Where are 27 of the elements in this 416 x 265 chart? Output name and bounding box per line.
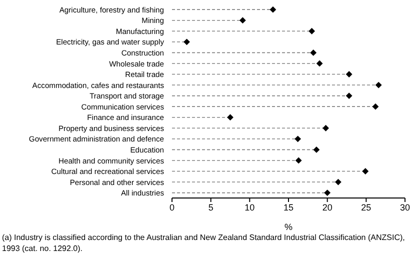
x-tick-label: 20	[322, 202, 332, 212]
point	[375, 82, 382, 88]
x-axis-title: %	[284, 222, 293, 232]
x-tick-label: 5	[208, 202, 214, 212]
point	[362, 168, 369, 174]
point	[294, 136, 302, 142]
point	[239, 17, 246, 24]
point	[295, 157, 302, 164]
x-tick-label: 30	[400, 202, 410, 212]
point	[324, 190, 331, 196]
point	[308, 28, 315, 34]
point	[335, 178, 342, 186]
point	[346, 92, 352, 99]
point	[346, 71, 352, 78]
point	[310, 49, 317, 56]
point	[316, 60, 323, 67]
x-tick-label: 25	[361, 202, 372, 212]
x-tick-label: 0	[169, 202, 175, 212]
x-tick-label: 15	[283, 202, 294, 212]
point	[313, 146, 320, 153]
point	[270, 6, 276, 13]
point	[184, 38, 190, 46]
point	[227, 114, 234, 121]
point	[372, 103, 379, 110]
point	[322, 124, 329, 132]
text: (a) Industry is classified according to the Australian and New Zealand Standard Industrial Classification (ANZSIC), 1993 (cat. no. 1292.0).	[1, 232, 406, 254]
x-tick-label: 10	[244, 202, 255, 212]
